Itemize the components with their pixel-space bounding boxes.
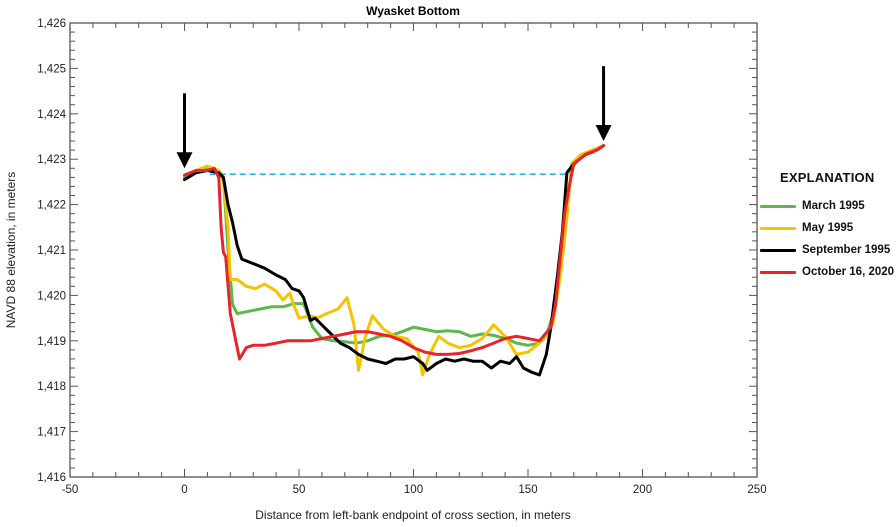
y-tick-label: 1,420 (37, 290, 66, 302)
y-tick-label: 1,422 (37, 200, 66, 212)
legend: EXPLANATION March 1995 May 1995 September … (760, 170, 896, 283)
y-tick-label: 1,421 (37, 245, 66, 257)
x-axis: -50 0 50 100 150 200 250 (62, 23, 767, 496)
y-tick-label: 1,425 (37, 63, 66, 75)
x-tick-label: 50 (293, 484, 306, 496)
x-tick-label: 200 (633, 484, 652, 496)
legend-title: EXPLANATION (780, 170, 875, 185)
y-tick-label: 1,416 (37, 472, 66, 484)
legend-item: October 16, 2020 (760, 261, 896, 283)
x-tick-label: 150 (518, 484, 537, 496)
legend-label: May 1995 (802, 222, 854, 234)
y-tick-label: 1,423 (37, 154, 66, 166)
x-axis-label: Distance from left-bank endpoint of cros… (255, 508, 570, 522)
y-tick-label: 1,418 (37, 381, 66, 393)
legend-swatch (760, 248, 796, 252)
legend-swatch (760, 204, 796, 208)
endpoint-arrows (176, 66, 612, 169)
legend-label: October 16, 2020 (802, 266, 895, 278)
series-lines (183, 144, 606, 377)
series-line-september-1995 (183, 144, 606, 377)
x-tick-label: 100 (404, 484, 423, 496)
legend-item: May 1995 (760, 217, 896, 239)
x-tick-label: -50 (62, 484, 79, 496)
legend-item: September 1995 (760, 239, 896, 261)
y-axis-label: NAVD 88 elevation, in meters (4, 172, 18, 329)
legend-item: March 1995 (760, 195, 896, 217)
series-line-october-16-2020 (183, 144, 606, 361)
y-tick-label: 1,419 (37, 336, 66, 348)
x-tick-label: 250 (747, 484, 766, 496)
x-tick-label: 0 (181, 484, 187, 496)
plot-border (69, 22, 758, 478)
legend-swatch (760, 270, 796, 274)
legend-label: September 1995 (802, 244, 891, 256)
chart-title: Wyasket Bottom (366, 4, 460, 18)
y-tick-label: 1,426 (37, 18, 66, 30)
legend-items: March 1995 May 1995 September 1995 October … (760, 195, 896, 283)
legend-label: March 1995 (802, 200, 865, 212)
arrow-down-icon (595, 125, 612, 142)
plot-frame (69, 22, 758, 478)
series-line-may-1995 (183, 144, 606, 377)
legend-swatch (760, 226, 796, 230)
y-tick-label: 1,417 (37, 427, 66, 439)
arrow-down-icon (176, 152, 193, 169)
series-line-march-1995 (183, 144, 606, 347)
y-axis: 1,416 1,417 1,418 1,419 1,420 1,421 1,422 1,423… (37, 18, 757, 484)
y-tick-label: 1,424 (37, 109, 66, 121)
